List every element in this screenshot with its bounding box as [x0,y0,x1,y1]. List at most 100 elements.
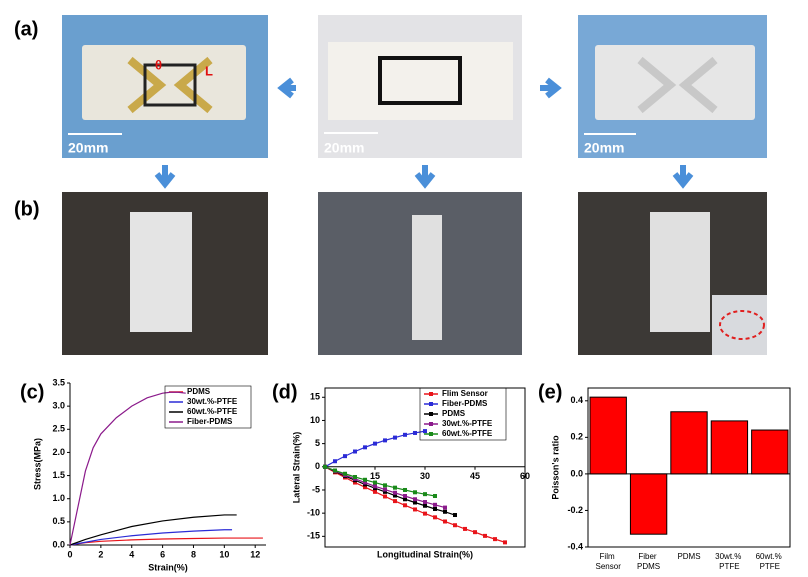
marker [423,511,427,516]
inset [712,295,767,355]
arrow [672,165,694,189]
sensor [595,45,755,120]
marker [383,487,387,492]
panel-label: (b) [14,198,40,220]
marker [423,492,427,497]
y-tick-label: -15 [307,531,320,541]
x-axis-label: Strain(%) [148,562,188,572]
marker [333,459,337,464]
marker [343,471,347,476]
y-axis-label: Stress(MPa) [32,438,42,490]
legend-marker [429,402,433,406]
mesh [378,56,462,105]
y-tick-label: 3.0 [52,401,65,411]
series-line [69,514,237,546]
marker [383,483,387,488]
marker [433,494,437,499]
x-axis-label: Longitudinal Strain(%) [377,549,473,559]
arrow [540,77,562,99]
y-tick-label: 0.5 [52,516,65,526]
length-label: L [205,63,213,78]
marker [403,503,407,508]
marker [503,540,507,545]
marker [393,435,397,440]
plot-frame [587,387,791,548]
y-tick-label: 15 [310,392,320,402]
marker [383,494,387,499]
y-axis-label: Poisson's ratio [550,435,560,500]
marker [433,515,437,520]
scale-label: 20mm [584,140,624,156]
series-line [69,391,186,546]
marker [383,438,387,443]
legend-label: 30wt.%-PTFE [442,419,493,428]
y-tick-label: -5 [312,484,320,494]
frame [127,56,213,114]
y-tick-label: 0.0 [570,468,583,478]
legend-marker [429,422,433,426]
marker [363,485,367,490]
y-tick-label: -10 [307,508,320,518]
x-tick-label: Film Sensor [596,552,622,571]
legend-label: Fiber-PDMS [442,399,488,408]
y-tick-label: -0.2 [567,505,583,515]
panel-label: (c) [20,381,44,403]
scale-label: 20mm [324,140,364,156]
marker [443,519,447,524]
legend-label: Flim Sensor [442,389,488,398]
y-axis-label: Lateral Strain(%) [291,432,301,504]
x-tick-label: 10 [219,549,229,559]
marker [443,505,447,510]
marker [393,499,397,504]
y-tick-label: 1.0 [52,493,65,503]
y-tick-label: 2.0 [52,447,65,457]
x-tick-label: 30 [420,471,430,481]
x-tick-label: 30wt.% PTFE [715,552,743,571]
marker [393,493,397,498]
marker [323,464,327,469]
sensor [328,42,513,120]
marker [453,523,457,528]
bar [629,473,668,535]
marker [373,480,377,485]
marker [363,445,367,450]
y-tick-label: 0 [315,461,320,471]
y-tick-label: 2.5 [52,424,65,434]
y-tick-label: 0.0 [52,539,65,549]
x-tick-label: 2 [98,549,103,559]
arrow [154,165,176,189]
marker [453,513,457,518]
x-tick-label: 45 [470,471,480,481]
marker [413,430,417,435]
x-tick-label: 60 [520,471,530,481]
marker [363,477,367,482]
marker [403,497,407,502]
marker [403,487,407,492]
bar [670,411,708,475]
x-tick-label: PDMS [677,552,700,561]
panel-label: (d) [272,381,298,403]
marker [373,484,377,489]
legend-marker [429,412,433,416]
sensor [412,215,442,340]
bar [751,429,789,475]
marker [473,530,477,535]
marker [433,506,437,511]
marker [433,502,437,507]
y-tick-label: 1.5 [52,470,65,480]
sensor [650,212,710,332]
marker [463,526,467,531]
scale-label: 20mm [68,140,108,156]
legend-box [164,385,252,429]
x-tick-label: 8 [191,549,196,559]
frame [637,56,718,114]
x-tick-label: 15 [370,471,380,481]
marker [353,449,357,454]
legend-marker [429,392,433,396]
marker [493,537,497,542]
panel-label: (e) [538,381,562,403]
marker [363,480,367,485]
series-line [324,430,426,468]
